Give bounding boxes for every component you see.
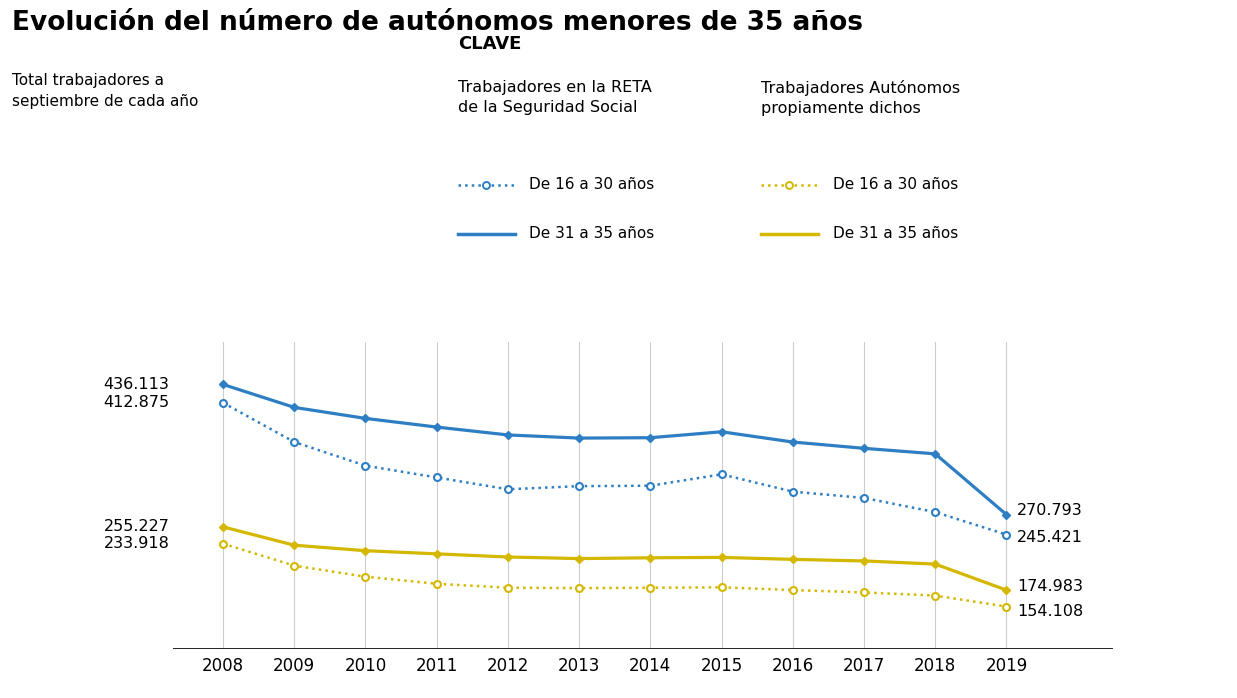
Text: De 31 a 35 años: De 31 a 35 años xyxy=(833,226,957,242)
Text: De 16 a 30 años: De 16 a 30 años xyxy=(529,177,654,193)
Text: Trabajadores Autónomos
propiamente dichos: Trabajadores Autónomos propiamente dicho… xyxy=(761,80,960,116)
Text: 436.113: 436.113 xyxy=(104,377,169,392)
Text: 255.227: 255.227 xyxy=(104,519,169,535)
Text: De 31 a 35 años: De 31 a 35 años xyxy=(529,226,654,242)
Text: Evolución del número de autónomos menores de 35 años: Evolución del número de autónomos menore… xyxy=(12,10,863,36)
Text: 154.108: 154.108 xyxy=(1017,604,1084,618)
Text: CLAVE: CLAVE xyxy=(458,35,521,53)
Text: 245.421: 245.421 xyxy=(1017,530,1084,545)
Text: 233.918: 233.918 xyxy=(104,536,169,551)
Text: 270.793: 270.793 xyxy=(1017,503,1082,518)
Text: 174.983: 174.983 xyxy=(1017,579,1084,595)
Text: 412.875: 412.875 xyxy=(104,395,169,410)
Text: Trabajadores en la RETA
de la Seguridad Social: Trabajadores en la RETA de la Seguridad … xyxy=(458,80,652,115)
Text: Total trabajadores a
septiembre de cada año: Total trabajadores a septiembre de cada … xyxy=(12,73,199,110)
Text: De 16 a 30 años: De 16 a 30 años xyxy=(833,177,957,193)
